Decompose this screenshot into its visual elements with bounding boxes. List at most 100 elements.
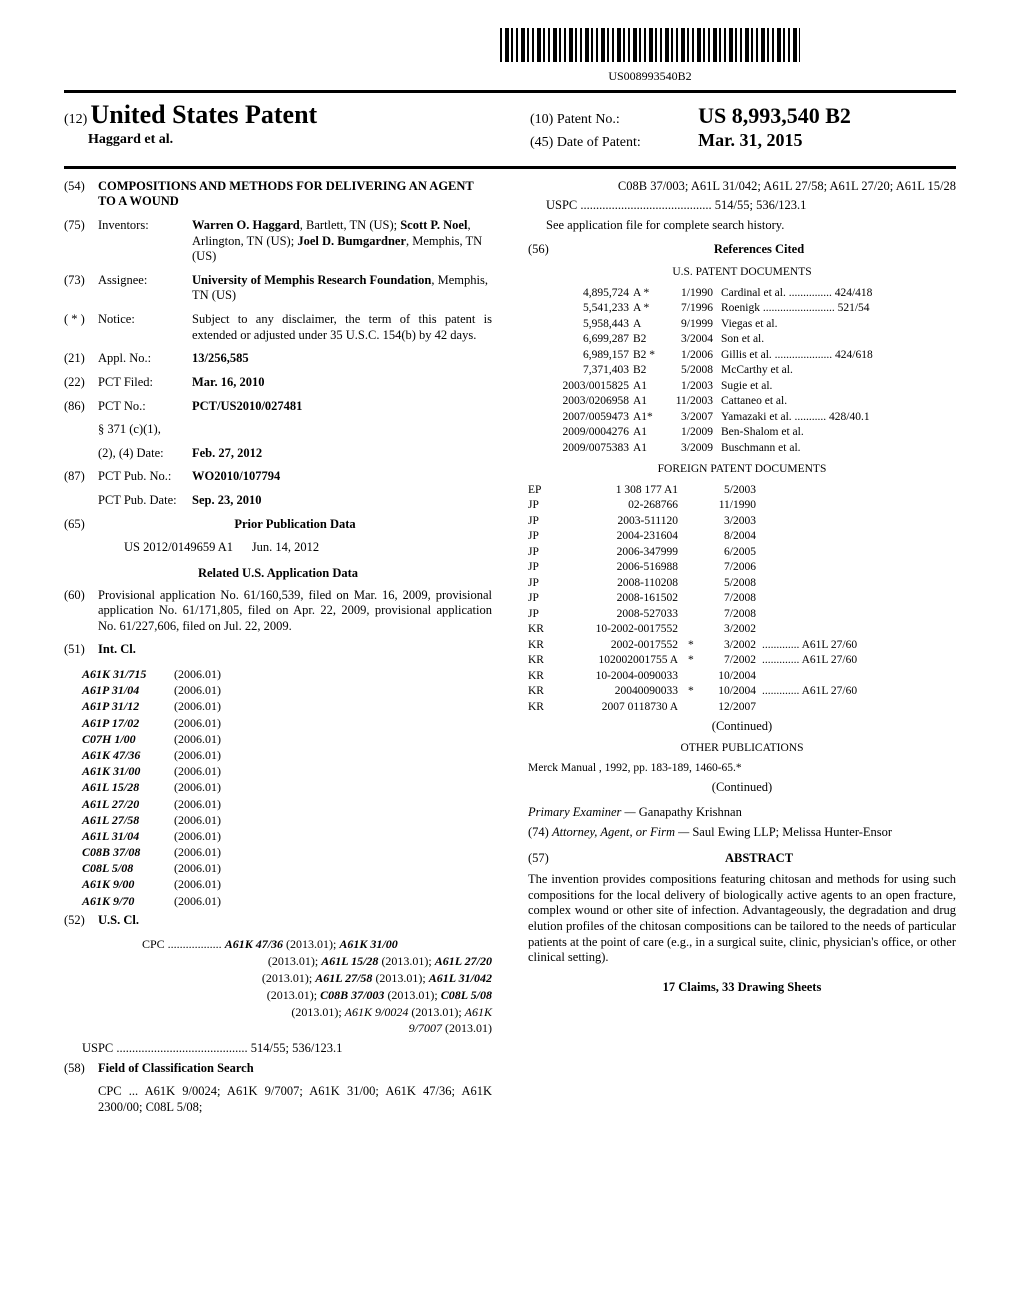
- ref-party: Ben-Shalom et al.: [721, 425, 956, 441]
- fp-star: *: [688, 653, 702, 669]
- fp-no: 2006-516988: [558, 560, 688, 576]
- f51-num: (51): [64, 642, 98, 658]
- fp-star: [688, 669, 702, 685]
- inventors: Warren O. Haggard, Bartlett, TN (US); Sc…: [192, 218, 492, 265]
- fp-no: 2008-161502: [558, 591, 688, 607]
- f58-cpc: CPC ... A61K 9/0024; A61K 9/7007; A61K 3…: [64, 1084, 492, 1115]
- fp-star: [688, 622, 702, 638]
- ref-date: 3/2007: [661, 410, 721, 426]
- atty-num: (74): [528, 825, 549, 839]
- fp-date: 7/2008: [702, 607, 762, 623]
- abs-num: (57): [528, 851, 562, 867]
- ref-date: 9/1999: [661, 317, 721, 333]
- ref-kind: A1: [633, 441, 661, 457]
- prior-pub-title: Prior Publication Data: [234, 517, 355, 531]
- intcl-ver: (2006.01): [174, 698, 221, 714]
- fp-cc: KR: [528, 653, 558, 669]
- fp-star: [688, 514, 702, 530]
- ref-date: 1/2003: [661, 379, 721, 395]
- fp-class: ............. A61L 27/60: [762, 653, 956, 669]
- fp-class: [762, 560, 956, 576]
- fp-date: 7/2002: [702, 653, 762, 669]
- f58-cont: C08B 37/003; A61L 31/042; A61L 27/58; A6…: [528, 179, 956, 195]
- fp-date: 6/2005: [702, 545, 762, 561]
- intcl-code: A61P 31/04: [64, 682, 174, 698]
- intcl-code: A61L 31/04: [64, 828, 174, 844]
- f60-body: Provisional application No. 61/160,539, …: [98, 588, 492, 635]
- fp-star: [688, 700, 702, 716]
- intcl-code: A61K 31/715: [64, 666, 174, 682]
- fp-no: 2008-527033: [558, 607, 688, 623]
- fp-date: 5/2003: [702, 483, 762, 499]
- f51-lbl: Int. Cl.: [98, 642, 136, 656]
- fp-cc: KR: [528, 669, 558, 685]
- ref-date: 11/2003: [661, 394, 721, 410]
- intcl-code: A61P 17/02: [64, 715, 174, 731]
- ref-party: Roenigk ......................... 521/54: [721, 301, 956, 317]
- fp-no: 2003-511120: [558, 514, 688, 530]
- abstract: The invention provides compositions feat…: [528, 872, 956, 966]
- fp-star: [688, 529, 702, 545]
- intcl-list: A61K 31/715(2006.01)A61P 31/04(2006.01)A…: [64, 666, 492, 909]
- claims-line: 17 Claims, 33 Drawing Sheets: [528, 980, 956, 996]
- fp-no: 2007 0118730 A: [558, 700, 688, 716]
- ref-kind: A1: [633, 425, 661, 441]
- intcl-code: A61K 9/00: [64, 876, 174, 892]
- otherpub-title: OTHER PUBLICATIONS: [528, 741, 956, 755]
- mid-rule: [64, 166, 956, 169]
- fp-star: [688, 483, 702, 499]
- fp-date: 8/2004: [702, 529, 762, 545]
- f86-date: Feb. 27, 2012: [192, 446, 262, 460]
- fp-cc: JP: [528, 545, 558, 561]
- fp-date: 10/2004: [702, 669, 762, 685]
- intcl-code: C07H 1/00: [64, 731, 174, 747]
- prior-pub-date: Jun. 14, 2012: [252, 540, 319, 554]
- f52-num: (52): [64, 913, 98, 929]
- fp-star: [688, 545, 702, 561]
- pct-no: PCT/US2010/027481: [192, 399, 302, 413]
- ref-no: 2003/0206958: [528, 394, 633, 410]
- f86-num: (86): [64, 399, 98, 415]
- ref-no: 6,989,157: [528, 348, 633, 364]
- ref-kind: A1: [633, 379, 661, 395]
- fp-date: 7/2006: [702, 560, 762, 576]
- intcl-ver: (2006.01): [174, 715, 221, 731]
- patent-no-label: (10) Patent No.:: [530, 111, 695, 129]
- atty: Saul Ewing LLP; Melissa Hunter-Ensor: [692, 825, 892, 839]
- f87-lbl: PCT Pub. No.:: [98, 469, 192, 485]
- ref-party: Son et al.: [721, 332, 956, 348]
- fp-class: [762, 483, 956, 499]
- appl-no: 13/256,585: [192, 351, 249, 365]
- f86-lbl: PCT No.:: [98, 399, 192, 415]
- intcl-ver: (2006.01): [174, 682, 221, 698]
- ref-no: 2007/0059473: [528, 410, 633, 426]
- f73-num: (73): [64, 273, 98, 304]
- f75-lbl: Inventors:: [98, 218, 192, 265]
- f86-date-lbl: (2), (4) Date:: [98, 446, 192, 462]
- cpc-block: CPC .................. A61K 47/36 (2013.…: [64, 936, 492, 1037]
- ref-no: 2009/0004276: [528, 425, 633, 441]
- fp-star: *: [688, 638, 702, 654]
- ref-date: 7/1996: [661, 301, 721, 317]
- uspd-title: U.S. PATENT DOCUMENTS: [528, 265, 956, 279]
- patent-date: Mar. 31, 2015: [698, 130, 802, 150]
- fp-star: [688, 591, 702, 607]
- barcode-text: US008993540B2: [344, 69, 956, 84]
- fp-class: [762, 607, 956, 623]
- ref-kind: A: [633, 317, 661, 333]
- continued-1: (Continued): [528, 719, 956, 735]
- intcl-code: C08L 5/08: [64, 860, 174, 876]
- notice-body: Subject to any disclaimer, the term of t…: [192, 312, 492, 343]
- fp-no: 2002-0017552: [558, 638, 688, 654]
- hdr-title: United States Patent: [90, 100, 317, 129]
- fp-date: 11/1990: [702, 498, 762, 514]
- fp-class: ............. A61L 27/60: [762, 638, 956, 654]
- fp-class: [762, 498, 956, 514]
- fp-date: 7/2008: [702, 591, 762, 607]
- fp-no: 02-268766: [558, 498, 688, 514]
- r-uspc: USPC ...................................…: [528, 198, 956, 214]
- fp-date: 3/2002: [702, 638, 762, 654]
- fp-cc: KR: [528, 622, 558, 638]
- fp-cc: JP: [528, 591, 558, 607]
- f21-num: (21): [64, 351, 98, 367]
